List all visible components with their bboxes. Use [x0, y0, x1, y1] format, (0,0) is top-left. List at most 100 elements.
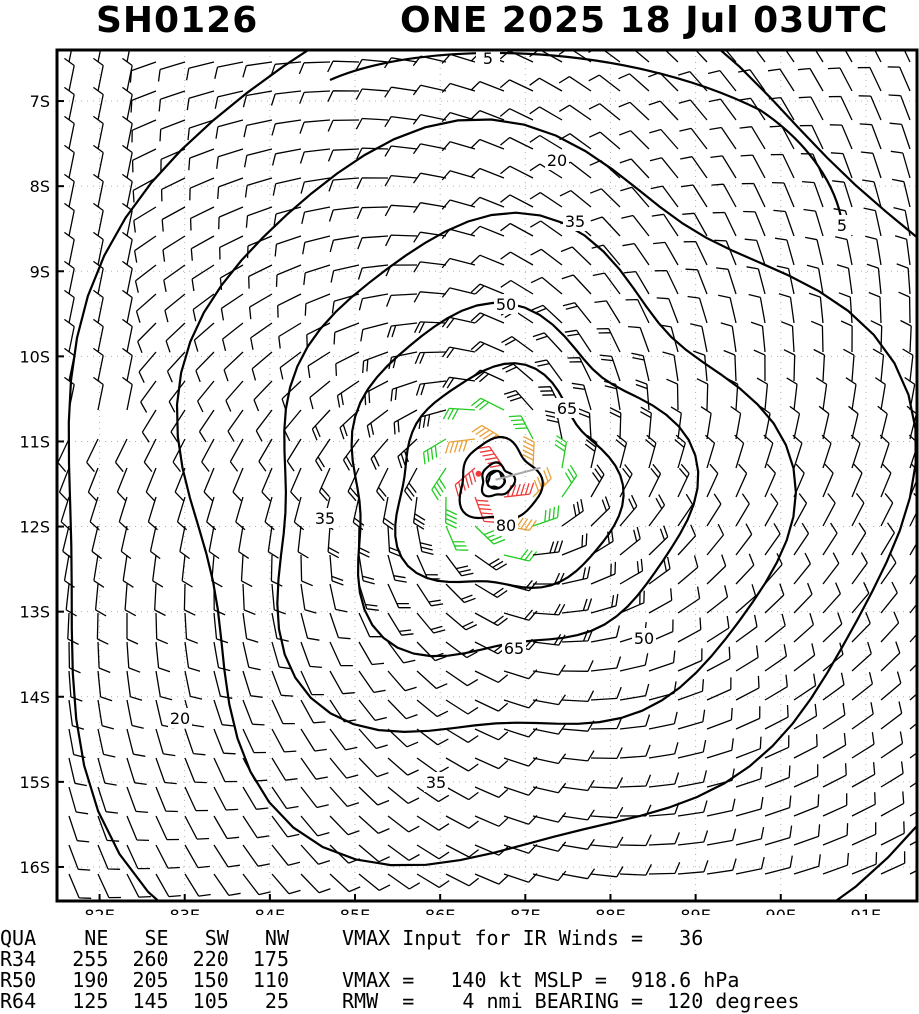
- wind-barb: [300, 786, 329, 809]
- wind-barb: [413, 291, 447, 303]
- wind-barb: [126, 613, 139, 645]
- wind-barb: [404, 467, 418, 501]
- wind-barb: [251, 351, 273, 381]
- wind-barb: [302, 235, 331, 255]
- contour-label: 65: [557, 399, 577, 418]
- wind-barb: [303, 264, 331, 285]
- wind-barb: [387, 873, 421, 890]
- wind-barb: [619, 683, 650, 701]
- wind-barb: [909, 811, 917, 817]
- wind-barb: [872, 348, 885, 382]
- wind-barb: [64, 144, 75, 179]
- contour-label: 35: [315, 509, 335, 528]
- wind-barb: [270, 90, 302, 106]
- wind-barb: [685, 268, 708, 295]
- rmw-bearing-text: RMW = 4 nmi BEARING = 120 degrees: [342, 989, 800, 1013]
- wind-barb: [619, 653, 649, 672]
- wind-barb: [706, 554, 727, 585]
- wind-barb: [225, 380, 244, 412]
- wind-barb: [880, 821, 905, 846]
- wind-barb: [880, 791, 905, 817]
- wind-barb: [300, 728, 327, 752]
- wind-barb: [122, 144, 133, 179]
- wind-barb: [221, 322, 244, 351]
- wind-barb: [68, 786, 89, 815]
- wind-barb: [328, 177, 360, 192]
- wind-barb: [444, 438, 476, 454]
- wind-barb: [561, 838, 595, 850]
- wind-barb: [97, 641, 111, 674]
- wind-barb: [415, 380, 447, 396]
- wind-barb: [531, 304, 563, 324]
- wind-barb: [441, 111, 476, 123]
- wind-barb: [532, 870, 567, 882]
- map-axes: 82E 83E 84E 85E 86E 87E 88E 89E 90E 91E 7S 8S 9S 10S 1…: [19, 92, 881, 915]
- wind-barb: [232, 467, 244, 502]
- wind-barb: [735, 493, 750, 527]
- wind-barb: [851, 671, 874, 701]
- vmax-mslp-text: VMAX = 140 kt MSLP = 918.6 hPa: [342, 968, 740, 992]
- wind-barb: [558, 104, 592, 121]
- wind-barb: [122, 57, 133, 92]
- wind-barb: [445, 815, 479, 829]
- wind-barb: [650, 185, 679, 208]
- wind-barb: [184, 873, 211, 897]
- wind-barb: [470, 225, 505, 237]
- wind-barb: [271, 699, 295, 725]
- wind-barb: [470, 397, 505, 411]
- wind-barb: [273, 206, 302, 227]
- wind-barb: [300, 873, 331, 894]
- wind-barb: [213, 670, 233, 699]
- lat-label: 7S: [30, 92, 50, 111]
- wind-barb: [261, 467, 273, 502]
- wind-barb: [677, 617, 702, 643]
- wind-barb: [682, 212, 708, 237]
- wind-barb: [619, 864, 652, 876]
- wind-barb: [384, 145, 418, 157]
- wind-barb: [759, 405, 771, 440]
- wind-barb: [195, 351, 215, 383]
- wind-barb: [619, 130, 650, 150]
- wind-barb: [851, 463, 863, 498]
- wind-barb: [126, 670, 143, 701]
- wind-barb: [590, 806, 624, 819]
- wind-barb: [93, 376, 104, 411]
- wind-barb: [654, 269, 679, 295]
- contour-label: 50: [496, 295, 516, 314]
- wind-barb: [851, 822, 877, 846]
- wind-barb: [441, 141, 476, 152]
- wind-barb: [474, 670, 509, 683]
- wind-barb: [122, 376, 133, 411]
- wind-barb: [366, 409, 389, 438]
- wind-barb: [384, 86, 418, 98]
- wind-barb: [619, 158, 650, 179]
- wind-barb: [327, 525, 340, 559]
- wind-barb: [137, 322, 157, 354]
- contour-label: 35: [426, 773, 446, 792]
- wind-barb: [387, 844, 420, 861]
- rmw-bearing-line: [495, 466, 541, 481]
- wind-barb: [592, 272, 621, 295]
- wind-barb: [441, 346, 476, 359]
- wind-barb: [859, 123, 882, 150]
- wind-barb: [329, 583, 348, 613]
- wind-barb: [445, 496, 458, 529]
- contour-line: [175, 118, 917, 867]
- wind-barb: [706, 646, 731, 672]
- wind-barb: [619, 744, 651, 759]
- wind-barb: [184, 612, 199, 644]
- wind-barb: [529, 220, 563, 237]
- wind-barb: [442, 407, 476, 420]
- wind-barb: [134, 264, 157, 293]
- contour-label: 80: [496, 516, 516, 535]
- wind-barb: [529, 77, 563, 92]
- wind-barb: [474, 525, 506, 545]
- wind-barb: [91, 525, 102, 560]
- wind-barb: [707, 69, 737, 92]
- wind-barb: [502, 363, 534, 382]
- wind-barb: [441, 170, 476, 181]
- contour-label: 65: [504, 639, 524, 658]
- wind-barb: [219, 264, 244, 290]
- wind-barb: [387, 554, 407, 583]
- wind-barb: [328, 206, 360, 222]
